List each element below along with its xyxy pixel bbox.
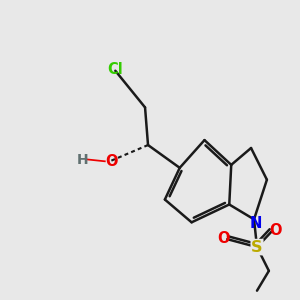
- Text: O: O: [269, 223, 282, 238]
- Text: H: H: [76, 153, 88, 167]
- Text: O: O: [106, 154, 118, 169]
- Text: Cl: Cl: [107, 62, 123, 77]
- Text: O: O: [218, 231, 230, 246]
- Text: N: N: [249, 216, 262, 231]
- Text: S: S: [251, 240, 263, 255]
